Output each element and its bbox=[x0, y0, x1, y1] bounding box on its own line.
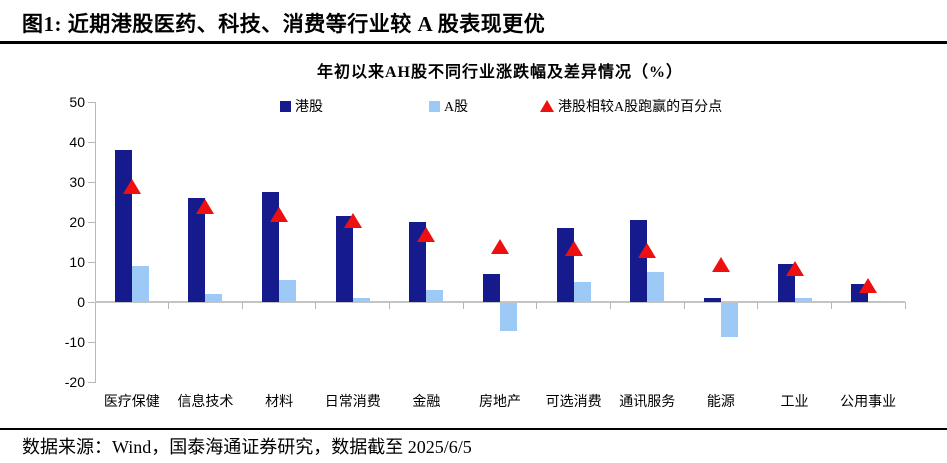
x-category-label: 信息技术 bbox=[177, 395, 234, 410]
x-tick-mark bbox=[830, 302, 832, 309]
hk-bar-9 bbox=[703, 298, 721, 302]
diff-triangle-6 bbox=[491, 238, 509, 254]
x-category-label: 通讯服务 bbox=[619, 395, 676, 410]
triangle-marker-icon bbox=[540, 100, 554, 112]
title-divider-line bbox=[0, 41, 947, 44]
y-tick-mark bbox=[88, 102, 95, 103]
hk-bar-6 bbox=[483, 274, 500, 302]
x-tick-mark bbox=[168, 302, 170, 309]
chart-title: 年初以来AH股不同行业涨跌幅及差异情况（%） bbox=[316, 64, 683, 81]
y-tick-mark bbox=[88, 262, 95, 263]
y-tick-mark bbox=[88, 342, 95, 343]
diff-triangle-1 bbox=[122, 178, 141, 194]
hk-bar-7 bbox=[556, 228, 574, 302]
hk-bar-1 bbox=[114, 150, 132, 302]
y-tick-label: 20 bbox=[69, 214, 85, 230]
x-category-label: 材料 bbox=[265, 395, 294, 410]
figure-title: 图1: 近期港股医药、科技、消费等行业较 A 股表现更优 bbox=[22, 12, 546, 36]
y-tick-label: 30 bbox=[69, 174, 85, 190]
y-tick-mark bbox=[88, 182, 95, 183]
x-category-label: 金融 bbox=[412, 395, 441, 410]
y-axis-line bbox=[95, 102, 96, 383]
x-category-label: 房地产 bbox=[478, 395, 521, 410]
a-bar-3 bbox=[279, 280, 297, 302]
diff-triangle-9 bbox=[711, 256, 730, 272]
y-tick-label: 10 bbox=[69, 254, 85, 270]
hk-bar-4 bbox=[335, 216, 353, 302]
x-tick-mark bbox=[462, 302, 464, 309]
y-tick-mark bbox=[88, 302, 95, 303]
legend-label-a: A股 bbox=[444, 100, 469, 115]
plot-area bbox=[95, 102, 906, 383]
x-tick-mark bbox=[389, 302, 391, 309]
a-bar-6 bbox=[500, 303, 517, 331]
x-category-label: 日常消费 bbox=[324, 395, 381, 410]
x-tick-mark bbox=[683, 302, 685, 309]
x-category-label: 公用事业 bbox=[840, 395, 897, 410]
diff-triangle-5 bbox=[417, 226, 436, 242]
legend-item-diff: 港股相较A股跑赢的百分点 bbox=[540, 97, 722, 115]
a-bar-7 bbox=[573, 282, 591, 302]
diff-triangle-10 bbox=[785, 260, 804, 276]
legend-label-diff: 港股相较A股跑赢的百分点 bbox=[558, 100, 723, 115]
source-divider-line bbox=[0, 428, 947, 430]
x-tick-mark bbox=[904, 302, 906, 309]
x-tick-mark bbox=[609, 302, 611, 309]
x-tick-mark bbox=[757, 302, 759, 309]
y-tick-mark bbox=[88, 222, 95, 223]
hk-bar-2 bbox=[188, 198, 206, 302]
y-tick-label: -10 bbox=[64, 334, 85, 350]
x-tick-mark bbox=[241, 302, 243, 309]
y-tick-label: -20 bbox=[64, 374, 85, 390]
a-bar-9 bbox=[720, 303, 738, 337]
a-bar-10 bbox=[794, 298, 812, 302]
a-bar-8 bbox=[647, 272, 665, 302]
legend-label-hk: 港股 bbox=[295, 100, 323, 115]
diff-triangle-3 bbox=[270, 206, 289, 222]
hk-series-swatch-icon bbox=[280, 100, 291, 112]
legend-item-a: A股 bbox=[429, 97, 468, 115]
x-axis-baseline bbox=[95, 301, 905, 303]
hk-bar-5 bbox=[409, 222, 427, 302]
a-series-swatch-icon bbox=[429, 100, 440, 112]
x-tick-mark bbox=[315, 302, 317, 309]
legend-item-hk: 港股 bbox=[280, 97, 323, 115]
diff-triangle-11 bbox=[859, 277, 878, 293]
x-tick-mark bbox=[536, 302, 538, 309]
source-note: 数据来源：Wind，国泰海通证券研究，数据截至 2025/6/5 bbox=[22, 437, 472, 457]
a-bar-4 bbox=[352, 298, 370, 302]
diff-triangle-8 bbox=[638, 242, 657, 258]
y-tick-label: 50 bbox=[69, 94, 85, 110]
x-category-label: 工业 bbox=[780, 395, 809, 410]
a-bar-1 bbox=[131, 266, 149, 302]
hk-bar-8 bbox=[630, 220, 648, 302]
y-tick-label: 0 bbox=[77, 294, 85, 310]
diff-triangle-7 bbox=[564, 240, 583, 256]
diff-triangle-2 bbox=[196, 198, 215, 214]
x-category-label: 医疗保健 bbox=[103, 395, 160, 410]
x-category-label: 能源 bbox=[706, 395, 735, 410]
y-tick-mark bbox=[88, 382, 95, 383]
y-tick-label: 40 bbox=[69, 134, 85, 150]
a-bar-2 bbox=[205, 294, 223, 302]
a-bar-5 bbox=[426, 290, 444, 302]
x-category-label: 可选消费 bbox=[545, 395, 602, 410]
a-bar-11 bbox=[868, 300, 886, 302]
diff-triangle-4 bbox=[343, 212, 362, 228]
y-tick-mark bbox=[88, 142, 95, 143]
